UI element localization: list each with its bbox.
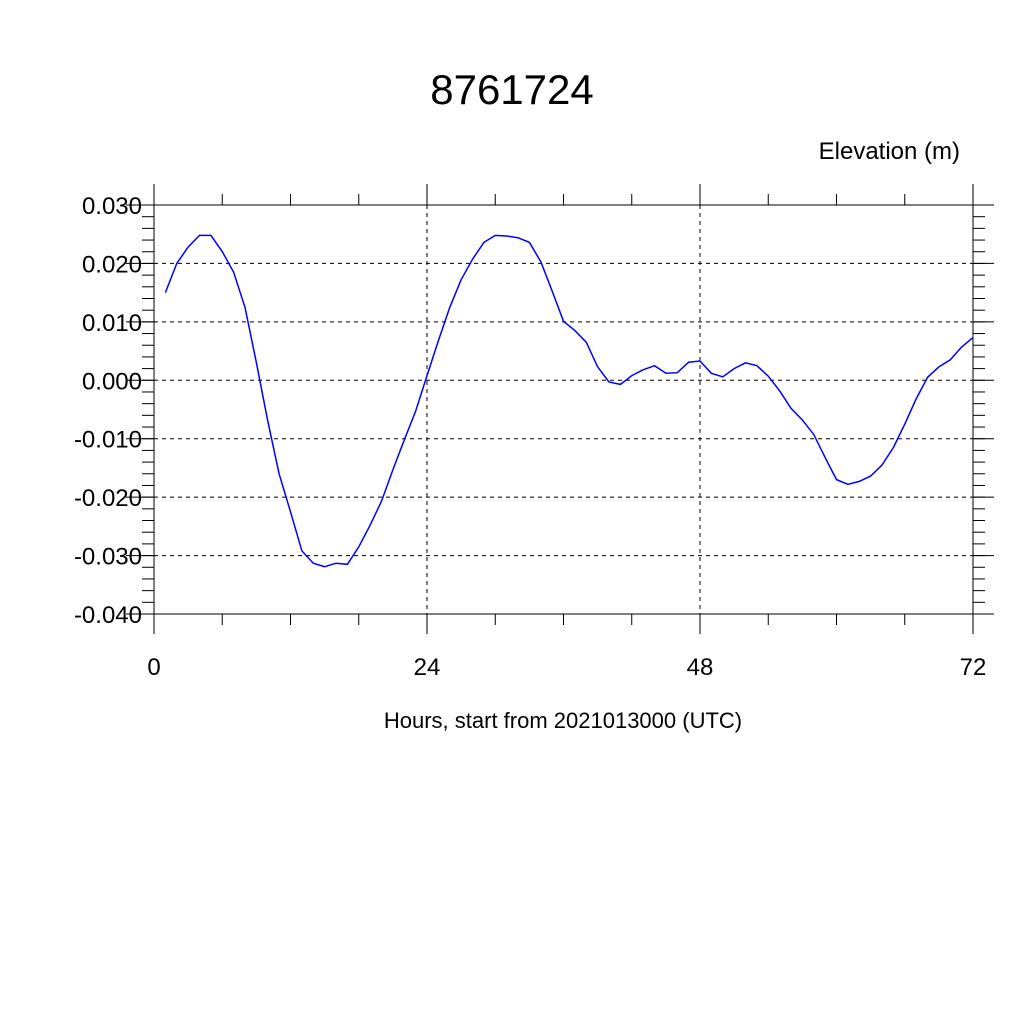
y-tick-label: 0.030 [82, 193, 142, 220]
x-tick-label: 72 [960, 654, 987, 681]
x-tick-label: 48 [687, 654, 714, 681]
y-tick-label: 0.020 [82, 251, 142, 278]
y-tick-label: 0.010 [82, 310, 142, 337]
x-tick-label: 24 [414, 654, 441, 681]
y-axis-label: Elevation (m) [818, 138, 960, 165]
y-tick-label: 0.000 [82, 368, 142, 395]
chart-title: 8761724 [430, 66, 594, 113]
y-tick-label: -0.040 [74, 602, 142, 629]
x-axis-label: Hours, start from 2021013000 (UTC) [383, 708, 743, 733]
y-tick-label: -0.030 [74, 544, 142, 571]
x-tick-label: 0 [147, 654, 160, 681]
y-tick-label: -0.020 [74, 485, 142, 512]
y-tick-label: -0.010 [74, 427, 142, 454]
elevation-series-line [164, 234, 974, 568]
